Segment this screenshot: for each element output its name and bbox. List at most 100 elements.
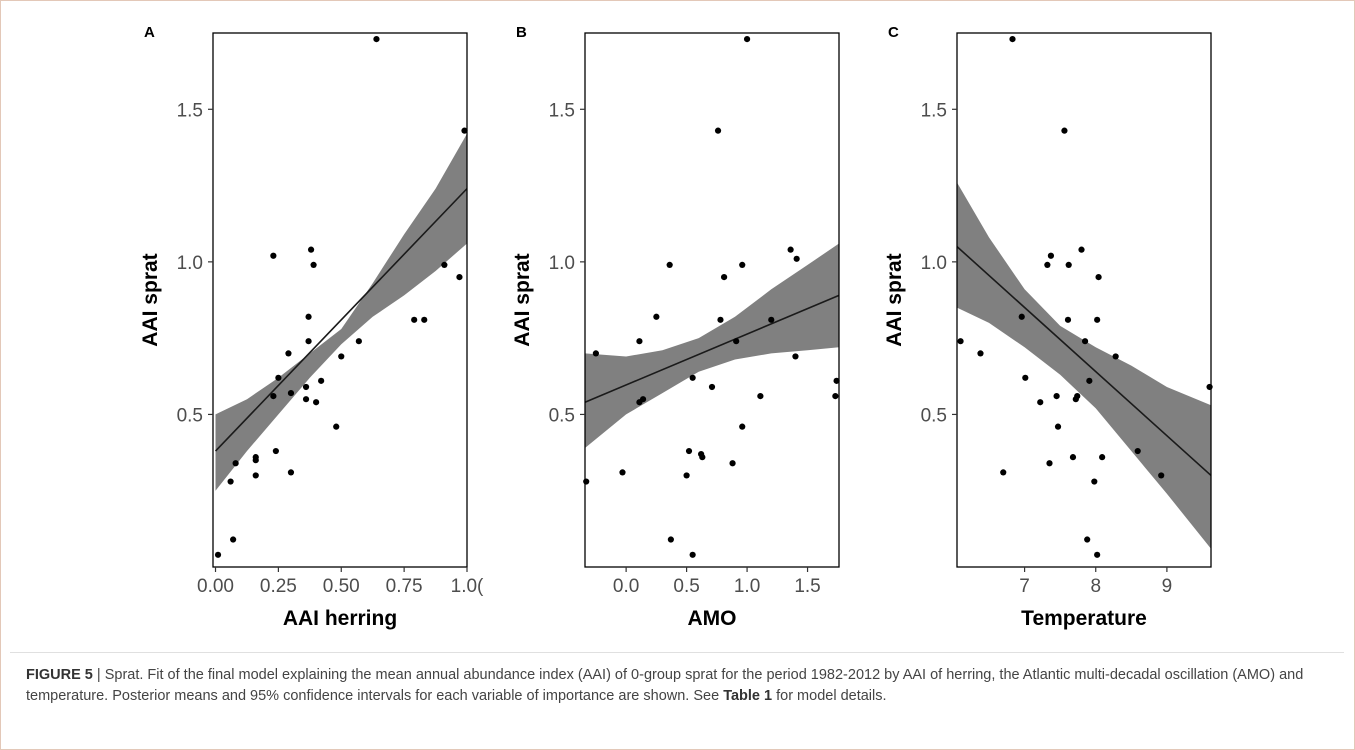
panel-label: C — [888, 24, 899, 41]
data-point — [1158, 472, 1165, 479]
data-point — [708, 383, 716, 391]
data-point — [1047, 252, 1055, 259]
data-point — [733, 338, 740, 345]
data-point — [792, 353, 799, 360]
data-point — [833, 377, 840, 384]
data-point — [305, 313, 312, 320]
caption-text: Sprat. Fit of the final model explaining… — [26, 667, 1304, 704]
y-tick-label: 1.5 — [921, 100, 947, 121]
caption-separator: | — [92, 667, 105, 683]
data-point — [667, 536, 674, 543]
y-tick-label: 0.5 — [549, 405, 575, 426]
data-point — [338, 353, 345, 360]
y-tick-label: 0.5 — [921, 405, 947, 426]
data-point — [1095, 274, 1102, 281]
confidence-band — [957, 182, 1211, 549]
data-point — [717, 316, 724, 323]
data-point — [252, 454, 259, 461]
data-point — [757, 393, 764, 400]
data-point — [739, 423, 746, 430]
data-point — [685, 447, 693, 455]
y-tick-label: 1.0 — [177, 253, 203, 274]
data-point — [592, 350, 599, 357]
x-tick-label: 0.75 — [386, 576, 423, 597]
x-axis-label: AAI herring — [283, 607, 397, 630]
y-tick-label: 1.0 — [921, 253, 947, 274]
data-point — [1037, 399, 1044, 406]
data-point — [461, 127, 468, 134]
data-point — [683, 472, 690, 479]
plot-frame — [584, 32, 840, 568]
data-point — [1053, 393, 1060, 400]
data-point — [793, 255, 800, 262]
data-point — [1022, 374, 1029, 381]
data-point — [252, 472, 259, 479]
data-point — [232, 460, 239, 467]
data-point — [1112, 353, 1119, 360]
data-point — [270, 252, 277, 259]
caption-rule — [10, 652, 1344, 739]
caption-text-end: for model details. — [772, 688, 887, 704]
plot-frame — [956, 32, 1212, 568]
data-point — [689, 374, 696, 381]
data-point — [214, 551, 222, 558]
data-point — [720, 274, 728, 281]
data-point — [313, 399, 320, 406]
y-axis-label: AAI sprat — [511, 253, 534, 346]
data-point — [639, 396, 647, 403]
data-point — [787, 246, 794, 253]
fit-line — [956, 246, 1212, 477]
data-point — [1009, 36, 1016, 43]
data-point — [689, 551, 696, 558]
data-point — [1081, 338, 1089, 345]
data-point — [441, 261, 448, 269]
chart-panel-a: 0.00 0.25 0.50 0.75 1.0(0.5 1.0 1.5 AAI herring… — [139, 24, 484, 630]
data-point — [421, 316, 428, 323]
x-axis-label: AMO — [688, 607, 737, 630]
figure-caption: FIGURE 5 | Sprat. Fit of the final model… — [26, 665, 1326, 707]
y-tick-label: 0.5 — [177, 405, 203, 426]
data-point — [1086, 377, 1093, 384]
panel-label: A — [144, 24, 155, 41]
data-point — [1078, 246, 1085, 253]
data-point — [285, 350, 292, 357]
data-point — [270, 393, 277, 400]
data-point — [230, 536, 237, 543]
data-point — [743, 36, 751, 43]
x-tick-label: 0.25 — [260, 576, 297, 597]
x-tick-label: 1.0 — [734, 576, 760, 597]
data-point — [333, 423, 340, 430]
y-tick-label: 1.0 — [549, 253, 575, 274]
data-point — [305, 338, 312, 345]
data-point — [1094, 551, 1101, 558]
data-point — [714, 127, 722, 134]
data-point — [373, 36, 380, 43]
data-point — [1091, 478, 1098, 485]
data-point — [1046, 460, 1053, 467]
data-point — [729, 460, 736, 467]
x-tick-label: 0.00 — [197, 576, 234, 597]
fit-line — [584, 294, 840, 403]
data-point — [1084, 536, 1091, 543]
data-point — [636, 338, 643, 345]
data-point — [583, 478, 590, 485]
x-tick-label: 0.50 — [323, 576, 360, 597]
data-point — [272, 447, 279, 455]
data-point — [318, 377, 325, 384]
fit-line — [214, 188, 468, 452]
data-point — [1044, 261, 1051, 269]
x-tick-label: 8 — [1090, 576, 1101, 597]
panel-label: B — [516, 24, 527, 41]
data-point — [456, 274, 463, 281]
data-point — [1054, 423, 1062, 430]
data-point — [1000, 469, 1007, 476]
x-tick-label: 7 — [1019, 576, 1030, 597]
data-point — [275, 374, 282, 381]
data-point — [699, 454, 706, 461]
data-point — [310, 261, 317, 269]
data-point — [302, 383, 310, 391]
data-point — [1094, 316, 1101, 323]
x-tick-label: 0.5 — [673, 576, 699, 597]
caption-table-link[interactable]: Table 1 — [723, 688, 773, 704]
